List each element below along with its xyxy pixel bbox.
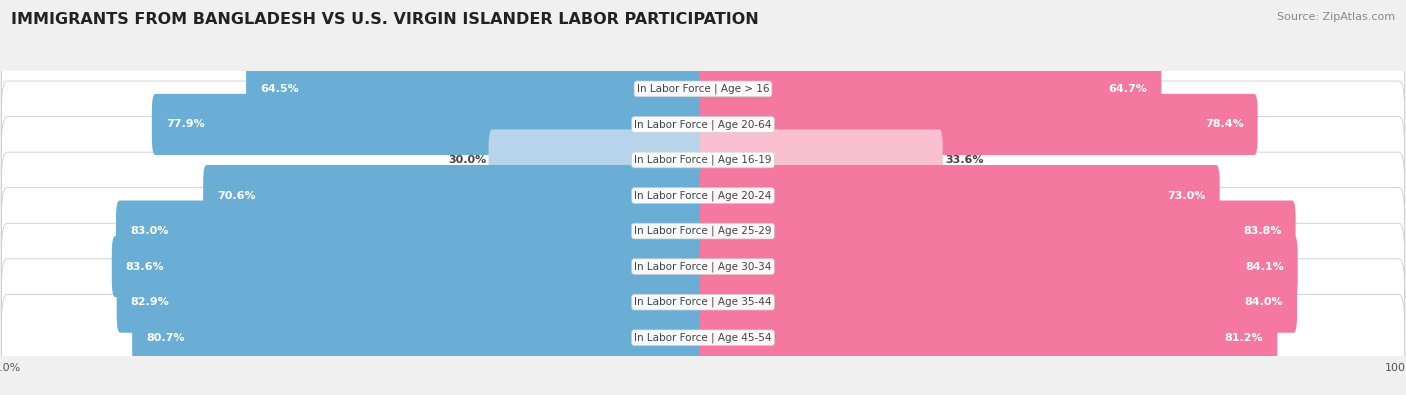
FancyBboxPatch shape	[700, 272, 1298, 333]
Text: 83.8%: 83.8%	[1243, 226, 1282, 236]
FancyBboxPatch shape	[1, 117, 1405, 203]
FancyBboxPatch shape	[204, 165, 707, 226]
Text: Source: ZipAtlas.com: Source: ZipAtlas.com	[1277, 12, 1395, 22]
FancyBboxPatch shape	[1, 223, 1405, 310]
FancyBboxPatch shape	[1, 188, 1405, 275]
FancyBboxPatch shape	[700, 58, 1161, 119]
Text: 30.0%: 30.0%	[449, 155, 486, 165]
Text: In Labor Force | Age 35-44: In Labor Force | Age 35-44	[634, 297, 772, 307]
FancyBboxPatch shape	[1, 259, 1405, 346]
Text: 70.6%: 70.6%	[218, 190, 256, 201]
Text: 77.9%: 77.9%	[166, 119, 205, 130]
FancyBboxPatch shape	[112, 236, 707, 297]
FancyBboxPatch shape	[700, 94, 1258, 155]
Text: In Labor Force | Age 30-34: In Labor Force | Age 30-34	[634, 261, 772, 272]
FancyBboxPatch shape	[1, 81, 1405, 168]
Text: 83.0%: 83.0%	[131, 226, 169, 236]
FancyBboxPatch shape	[246, 58, 707, 119]
Text: In Labor Force | Age 45-54: In Labor Force | Age 45-54	[634, 333, 772, 343]
Text: 33.6%: 33.6%	[945, 155, 983, 165]
FancyBboxPatch shape	[1, 294, 1405, 381]
FancyBboxPatch shape	[489, 130, 707, 190]
Text: In Labor Force | Age 16-19: In Labor Force | Age 16-19	[634, 155, 772, 165]
Text: 82.9%: 82.9%	[131, 297, 170, 307]
Text: In Labor Force | Age 25-29: In Labor Force | Age 25-29	[634, 226, 772, 236]
FancyBboxPatch shape	[700, 236, 1298, 297]
Text: 84.0%: 84.0%	[1244, 297, 1284, 307]
Text: IMMIGRANTS FROM BANGLADESH VS U.S. VIRGIN ISLANDER LABOR PARTICIPATION: IMMIGRANTS FROM BANGLADESH VS U.S. VIRGI…	[11, 12, 759, 27]
FancyBboxPatch shape	[1, 45, 1405, 132]
FancyBboxPatch shape	[115, 201, 707, 261]
Text: 64.5%: 64.5%	[260, 84, 299, 94]
FancyBboxPatch shape	[132, 307, 707, 368]
FancyBboxPatch shape	[700, 165, 1220, 226]
FancyBboxPatch shape	[700, 307, 1277, 368]
Text: 73.0%: 73.0%	[1167, 190, 1206, 201]
Text: 81.2%: 81.2%	[1225, 333, 1263, 343]
Text: 64.7%: 64.7%	[1108, 84, 1147, 94]
FancyBboxPatch shape	[700, 130, 942, 190]
Text: 80.7%: 80.7%	[146, 333, 184, 343]
Text: In Labor Force | Age 20-64: In Labor Force | Age 20-64	[634, 119, 772, 130]
FancyBboxPatch shape	[117, 272, 707, 333]
Text: 84.1%: 84.1%	[1244, 261, 1284, 272]
Text: 78.4%: 78.4%	[1205, 119, 1244, 130]
FancyBboxPatch shape	[152, 94, 707, 155]
FancyBboxPatch shape	[700, 201, 1296, 261]
FancyBboxPatch shape	[1, 152, 1405, 239]
Text: 83.6%: 83.6%	[127, 261, 165, 272]
Text: In Labor Force | Age > 16: In Labor Force | Age > 16	[637, 84, 769, 94]
Text: In Labor Force | Age 20-24: In Labor Force | Age 20-24	[634, 190, 772, 201]
